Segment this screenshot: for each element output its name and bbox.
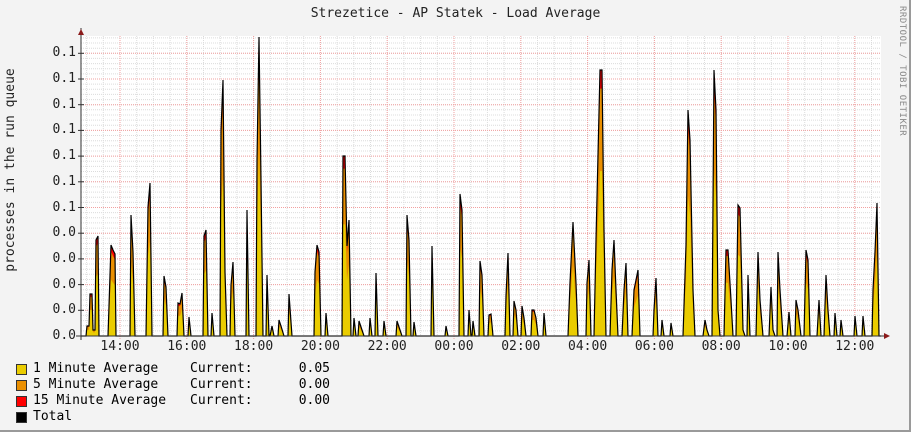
swatch-total (16, 411, 27, 423)
y-tick-label: 0.0 (52, 328, 76, 343)
x-tick-label: 10:00 (768, 339, 808, 354)
y-tick-label: 0.1 (52, 71, 76, 86)
legend-current-label: Current: (190, 377, 253, 392)
legend-label: 5 Minute Average (33, 377, 159, 392)
y-tick-label: 0.0 (52, 276, 76, 292)
y-tick-label: 0.1 (52, 199, 76, 215)
x-tick-label: 02:00 (501, 339, 541, 354)
legend-item-5min: 5 Minute Average Current: 0.00 (16, 377, 330, 393)
x-tick-label: 14:00 (100, 339, 140, 354)
legend: 1 Minute Average Current: 0.05 5 Minute … (16, 361, 330, 425)
legend-current-label: Current: (190, 361, 253, 376)
swatch-15min (16, 395, 27, 407)
x-tick-label: 08:00 (701, 339, 741, 354)
x-tick-label: 04:00 (568, 339, 608, 354)
y-axis-arrow-icon (78, 29, 84, 35)
swatch-1min (16, 363, 27, 375)
legend-item-total: Total (16, 409, 330, 425)
legend-item-15min: 15 Minute Average Current: 0.00 (16, 393, 330, 409)
y-tick-marks (78, 52, 84, 337)
y-tick-label: 0.1 (52, 96, 76, 112)
legend-current-value: 0.00 (298, 393, 330, 408)
x-tick-label: 20:00 (300, 339, 340, 354)
x-tick-label: 22:00 (367, 339, 407, 354)
y-tick-label: 0.0 (52, 225, 76, 241)
y-tick-label: 0.1 (52, 173, 76, 189)
x-tick-label: 18:00 (234, 339, 274, 354)
y-tick-label: 0.1 (52, 122, 76, 138)
rrdtool-watermark: RRDTOOL / TOBI OETIKER (897, 6, 907, 137)
y-tick-label: 0.1 (52, 45, 76, 61)
data-areas (81, 36, 881, 337)
y-tick-label: 0.1 (52, 148, 76, 164)
chart-title: Strezetice - AP Statek - Load Average (310, 6, 601, 21)
x-tick-label: 16:00 (167, 339, 207, 354)
y-tick-label: 0.0 (52, 250, 76, 266)
x-tick-label: 12:00 (835, 339, 875, 354)
y-tick-label: 0.0 (52, 302, 76, 318)
legend-current-value: 0.00 (298, 377, 330, 392)
legend-current-label: Current: (190, 393, 253, 408)
legend-label: Total (33, 409, 73, 424)
legend-label: 15 Minute Average (33, 393, 167, 408)
x-tick-label: 00:00 (434, 339, 474, 354)
legend-item-1min: 1 Minute Average Current: 0.05 (16, 361, 330, 377)
legend-current-value: 0.05 (298, 361, 330, 376)
legend-label: 1 Minute Average (33, 361, 159, 376)
x-tick-label: 06:00 (634, 339, 674, 354)
major-grid (81, 36, 881, 339)
swatch-5min (16, 379, 27, 391)
x-axis-arrow-icon (884, 333, 890, 339)
